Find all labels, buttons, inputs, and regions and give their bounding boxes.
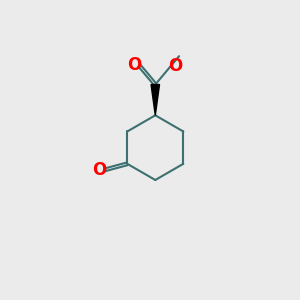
Text: O: O	[92, 161, 107, 179]
Polygon shape	[151, 85, 160, 115]
Text: O: O	[127, 56, 141, 74]
Text: O: O	[168, 57, 182, 75]
